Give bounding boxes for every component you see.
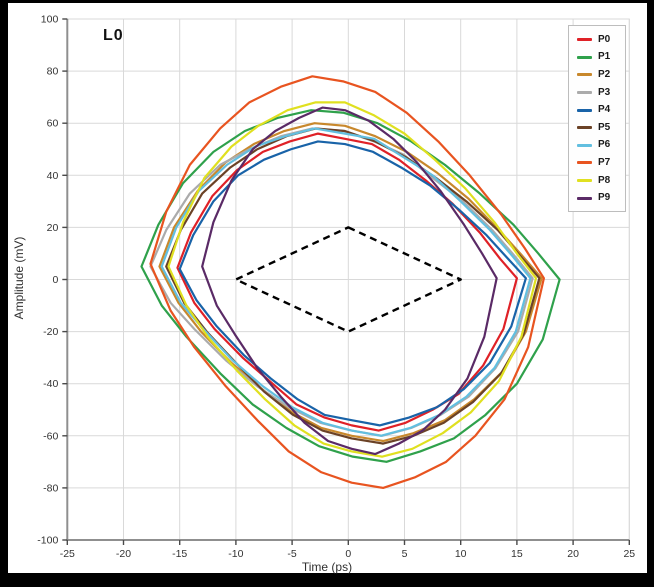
legend-label-P9: P9 [598, 192, 611, 204]
x-tick-label: 25 [623, 548, 635, 560]
legend-swatch-P7 [577, 161, 592, 165]
y-tick-label: 80 [47, 66, 59, 78]
y-tick-label: 40 [47, 170, 59, 182]
legend-swatch-P4 [577, 108, 592, 112]
legend-swatch-P6 [577, 143, 592, 147]
x-tick-label: 0 [345, 548, 351, 560]
series-P9-contour [201, 106, 498, 456]
legend-label-P0: P0 [598, 33, 611, 45]
legend-label-P8: P8 [598, 174, 611, 186]
x-tick-label: 20 [567, 548, 579, 560]
legend-item-P8: P8 [569, 172, 625, 190]
x-tick-label: -15 [172, 548, 187, 560]
x-tick-label: -25 [60, 548, 75, 560]
legend-swatch-P1 [577, 55, 592, 59]
legend-swatch-P8 [577, 179, 592, 183]
legend-swatch-P5 [577, 126, 592, 130]
legend-item-P6: P6 [569, 137, 625, 155]
legend-swatch-P2 [577, 73, 592, 77]
legend-swatch-P0 [577, 38, 592, 42]
y-tick-label: -80 [43, 482, 58, 494]
y-tick-label: -100 [37, 535, 58, 547]
series-P7-contour [149, 75, 545, 489]
legend-swatch-P9 [577, 196, 592, 200]
legend-label-P5: P5 [598, 121, 611, 133]
x-tick-label: 10 [455, 548, 467, 560]
y-tick-label: 60 [47, 118, 59, 130]
y-tick-label: -60 [43, 430, 58, 442]
legend-swatch-P3 [577, 91, 592, 95]
legend-label-P3: P3 [598, 86, 611, 98]
series-P6-contour [160, 127, 532, 437]
x-tick-label: -10 [228, 548, 243, 560]
legend-label-P1: P1 [598, 51, 611, 63]
legend-item-P1: P1 [569, 49, 625, 67]
x-axis-title: Time (ps) [301, 560, 353, 574]
legend-label-P7: P7 [598, 156, 611, 168]
legend-label-P4: P4 [598, 104, 611, 116]
y-axis-title: Amplitude (mV) [12, 236, 26, 320]
legend-label-P6: P6 [598, 139, 611, 151]
legend-label-P2: P2 [598, 68, 611, 80]
x-tick-label: -20 [116, 548, 131, 560]
series-P4-contour [178, 140, 527, 427]
legend-item-P7: P7 [569, 154, 625, 172]
series-P5-contour [165, 127, 541, 445]
x-tick-label: 15 [511, 548, 523, 560]
legend-item-P9: P9 [569, 189, 625, 207]
x-tick-label: 5 [402, 548, 408, 560]
legend-item-P5: P5 [569, 119, 625, 137]
legend: P0 P1 P2 P3 P4 P5 P6 P7 P8 P9 [568, 25, 626, 212]
series-P0-contour [176, 132, 519, 432]
legend-item-P3: P3 [569, 84, 625, 102]
y-tick-label: 100 [41, 14, 59, 26]
y-tick-label: 20 [47, 222, 59, 234]
x-tick-label: -5 [287, 548, 296, 560]
y-tick-label: -20 [43, 326, 58, 338]
y-tick-label: 0 [52, 274, 58, 286]
legend-item-P0: P0 [569, 31, 625, 49]
series-P8-contour [167, 101, 538, 458]
y-tick-label: -40 [43, 378, 58, 390]
chart-title: L0 [103, 27, 124, 44]
legend-item-P2: P2 [569, 66, 625, 84]
legend-item-P4: P4 [569, 101, 625, 119]
eye-mask-diamond [234, 226, 462, 333]
